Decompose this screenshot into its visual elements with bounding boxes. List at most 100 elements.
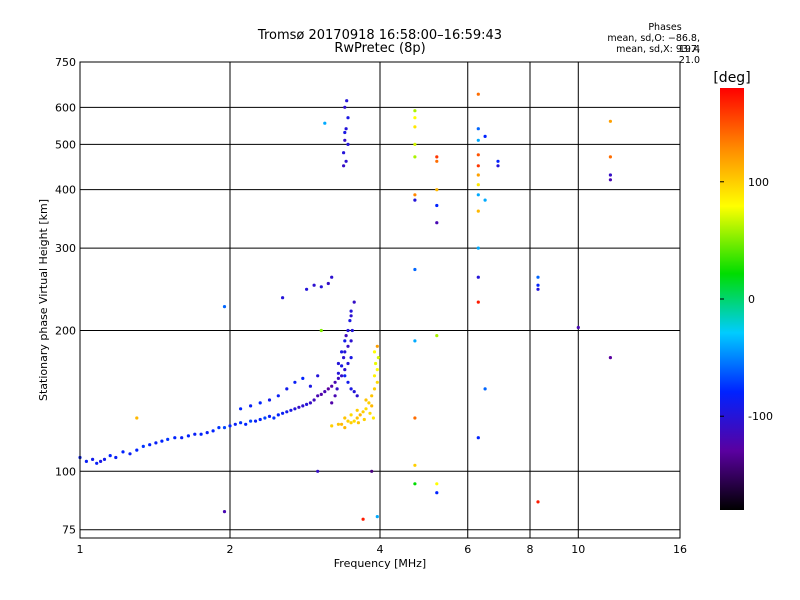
data-point: [361, 410, 365, 414]
data-point: [368, 411, 372, 415]
data-point: [346, 142, 350, 146]
data-point: [483, 387, 487, 391]
data-point: [148, 443, 152, 447]
data-point: [435, 221, 439, 225]
data-point: [344, 127, 348, 131]
x-tick-label: 8: [527, 543, 534, 556]
data-point: [476, 173, 480, 177]
data-point: [99, 459, 103, 463]
data-point: [258, 417, 262, 422]
data-point: [476, 275, 480, 279]
data-point: [375, 368, 379, 372]
data-point: [323, 390, 327, 394]
data-point: [316, 469, 320, 473]
data-point: [435, 482, 439, 486]
data-point: [349, 421, 353, 425]
data-point: [323, 121, 327, 125]
data-point: [301, 404, 305, 408]
data-point: [108, 454, 112, 458]
data-point: [319, 392, 323, 396]
data-point: [249, 419, 253, 423]
x-axis-label: Frequency [MHz]: [334, 557, 426, 570]
colorbar-label: [deg]: [713, 70, 750, 86]
data-point: [413, 142, 417, 146]
data-point: [305, 402, 309, 406]
data-point: [305, 287, 309, 291]
data-point: [346, 361, 350, 366]
data-point: [344, 159, 348, 163]
data-point: [91, 457, 95, 461]
data-point: [239, 421, 243, 425]
data-point: [536, 287, 540, 291]
data-point: [476, 300, 480, 304]
data-points: [78, 92, 613, 521]
data-point: [349, 387, 353, 391]
data-point: [95, 461, 99, 465]
data-point: [343, 339, 347, 343]
data-point: [413, 125, 417, 129]
data-point: [154, 441, 158, 445]
data-point: [608, 155, 613, 159]
data-point: [173, 436, 177, 440]
data-point: [370, 469, 374, 473]
data-point: [335, 387, 339, 391]
data-point: [326, 387, 330, 391]
data-point: [128, 452, 132, 456]
data-point: [476, 127, 480, 131]
colorbar-tick-label: 100: [748, 176, 769, 189]
data-point: [413, 267, 417, 272]
data-point: [476, 164, 480, 168]
data-point: [343, 138, 347, 142]
y-tick-label: 400: [55, 184, 76, 197]
data-point: [372, 374, 377, 378]
data-point: [343, 416, 347, 420]
data-point: [308, 384, 312, 388]
data-point: [608, 173, 613, 177]
data-point: [330, 384, 334, 388]
data-point: [166, 437, 170, 441]
data-point: [336, 371, 340, 375]
data-point: [355, 394, 359, 398]
data-point: [349, 339, 353, 343]
data-point: [413, 109, 417, 113]
data-point: [374, 361, 378, 366]
data-point: [370, 394, 374, 398]
data-point: [346, 116, 350, 120]
data-point: [608, 178, 613, 182]
data-point: [371, 416, 375, 420]
data-point: [342, 356, 346, 360]
stats-o-mode: mean, sd,O: −86.8, 19.4: [607, 33, 700, 55]
data-point: [285, 410, 289, 414]
data-point: [413, 155, 417, 159]
data-point: [483, 134, 487, 138]
data-point: [376, 356, 380, 360]
data-point: [350, 328, 354, 333]
data-point: [258, 401, 262, 405]
data-point: [102, 457, 107, 461]
data-point: [367, 401, 371, 405]
data-point: [536, 283, 540, 287]
data-point: [496, 159, 500, 163]
data-point: [199, 432, 203, 436]
data-point: [364, 398, 368, 402]
data-point: [346, 344, 350, 348]
data-point: [333, 380, 337, 384]
data-point: [536, 500, 540, 504]
stats-x-mode: mean, sd,X: 93.7, 21.0: [616, 44, 700, 66]
plot-frame: [79, 61, 681, 539]
data-point: [340, 350, 344, 354]
data-point: [375, 515, 379, 519]
data-point: [483, 198, 487, 202]
data-point: [121, 450, 125, 454]
data-point: [276, 413, 280, 417]
data-point: [319, 285, 323, 289]
data-point: [239, 407, 243, 411]
data-point: [413, 198, 417, 202]
data-point: [244, 422, 248, 426]
y-axis-label: Stationary phase Virtual Height [km]: [37, 199, 50, 401]
y-tick-label: 100: [55, 465, 76, 478]
data-point: [330, 401, 334, 405]
data-point: [346, 380, 350, 384]
data-point: [84, 459, 88, 463]
data-point: [233, 422, 237, 426]
